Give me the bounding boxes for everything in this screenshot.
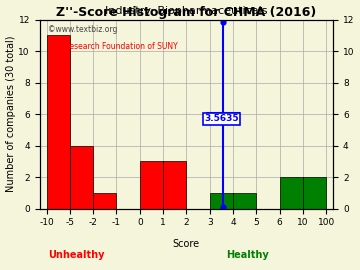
Bar [210,193,233,209]
Bar [233,193,256,209]
Bar [93,193,117,209]
Bar [70,146,93,209]
Text: The Research Foundation of SUNY: The Research Foundation of SUNY [48,42,178,51]
Y-axis label: Number of companies (30 total): Number of companies (30 total) [5,36,15,193]
Title: Z''-Score Histogram for CHMA (2016): Z''-Score Histogram for CHMA (2016) [56,6,316,19]
Text: ©www.textbiz.org: ©www.textbiz.org [48,25,118,34]
Text: Industry: Biopharmaceuticals: Industry: Biopharmaceuticals [105,6,267,16]
X-axis label: Score: Score [173,238,200,249]
Text: Unhealthy: Unhealthy [48,250,104,260]
Text: 3.5635: 3.5635 [204,114,239,123]
Bar [163,161,186,209]
Text: Healthy: Healthy [226,250,269,260]
Bar [140,161,163,209]
Bar [280,177,303,209]
Bar [303,177,326,209]
Bar [46,35,70,209]
